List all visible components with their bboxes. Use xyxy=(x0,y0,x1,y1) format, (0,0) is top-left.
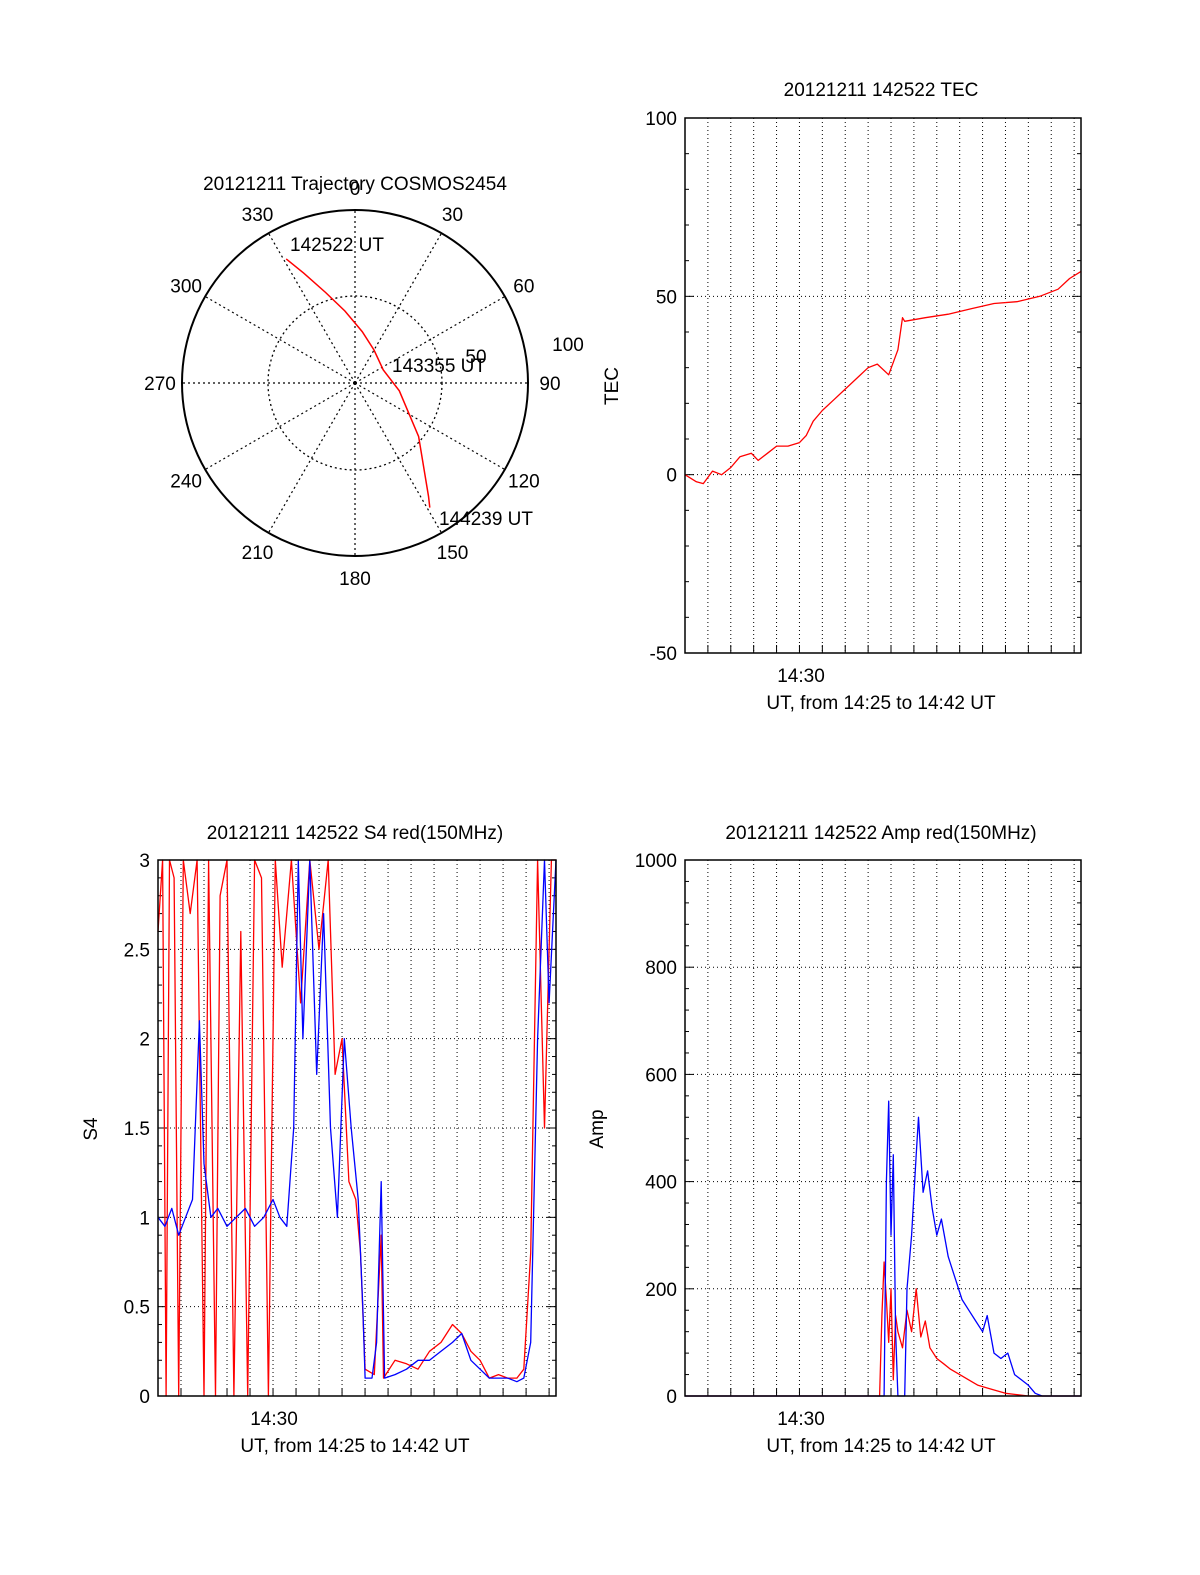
series-line xyxy=(684,270,1082,485)
polar-spoke xyxy=(354,382,506,471)
polar-spoke xyxy=(267,382,356,534)
series-line xyxy=(157,859,556,1397)
polar-spoke xyxy=(354,232,443,384)
polar-spoke xyxy=(204,382,356,471)
y-tick-label: 0.5 xyxy=(124,1298,150,1319)
amp-plot-frame xyxy=(684,859,1082,1397)
tec-grid xyxy=(685,117,1081,654)
tec-series xyxy=(684,270,1082,485)
y-tick-label: 2.5 xyxy=(124,940,150,961)
y-tick-label: 100 xyxy=(645,109,677,130)
s4-panel: 20121211 142522 S4 red(150MHz) S4 UT, fr… xyxy=(81,823,557,1457)
trajectory-start-label: 142522 UT xyxy=(290,235,384,256)
polar-azimuth-label: 330 xyxy=(242,205,274,226)
s4-grid xyxy=(158,859,556,1397)
amp-ytick-labels: 0 200 400 600 800 1000 xyxy=(635,851,677,1408)
y-tick-label: -50 xyxy=(650,644,677,665)
tec-panel: 20121211 142522 TEC TEC UT, from 14:25 t… xyxy=(602,80,1082,714)
trajectory-track xyxy=(285,258,431,508)
y-tick-label: 2 xyxy=(139,1030,150,1051)
polar-azimuth-label: 90 xyxy=(539,374,560,395)
polar-azimuth-labels: 0 30 60 90 120 150 180 210 240 270 300 330 xyxy=(144,179,560,590)
polar-azimuth-label: 180 xyxy=(339,569,371,590)
polar-azimuth-label: 300 xyxy=(170,277,202,298)
y-tick-label: 800 xyxy=(645,958,677,979)
series-line xyxy=(157,859,557,1383)
amp-ylabel: Amp xyxy=(587,1109,608,1148)
polar-spoke xyxy=(354,382,443,534)
series-line xyxy=(685,1100,1081,1397)
series-line xyxy=(685,1261,1081,1397)
tec-xlabel: UT, from 14:25 to 14:42 UT xyxy=(766,693,996,714)
polar-spoke xyxy=(267,232,356,384)
polar-azimuth-label: 60 xyxy=(513,277,534,298)
tec-ylabel: TEC xyxy=(602,367,623,405)
y-tick-label: 400 xyxy=(645,1173,677,1194)
polar-spokes xyxy=(182,210,528,556)
amp-title: 20121211 142522 Amp red(150MHz) xyxy=(725,823,1036,844)
tec-plot-frame xyxy=(684,117,1082,654)
y-tick-label: 50 xyxy=(656,287,677,308)
y-tick-label: 0 xyxy=(139,1387,150,1408)
tec-xtick-label: 14:30 xyxy=(777,666,825,687)
s4-xlabel: UT, from 14:25 to 14:42 UT xyxy=(240,1436,470,1457)
y-tick-label: 1000 xyxy=(635,851,677,872)
y-tick-label: 3 xyxy=(139,851,150,872)
polar-azimuth-label: 240 xyxy=(170,472,202,493)
s4-xtick-label: 14:30 xyxy=(250,1409,298,1430)
s4-plot-frame xyxy=(157,859,557,1397)
trajectory-middle-label: 143355 UT xyxy=(392,356,486,377)
tec-title: 20121211 142522 TEC xyxy=(784,80,979,101)
polar-azimuth-label: 150 xyxy=(437,543,469,564)
s4-series xyxy=(157,859,557,1397)
amp-grid xyxy=(685,859,1081,1397)
polar-spoke xyxy=(204,295,356,384)
polar-panel: 20121211 Trajectory COSMOS2454 0 30 60 90 12… xyxy=(144,174,584,590)
amp-xtick-label: 14:30 xyxy=(777,1409,825,1430)
polar-azimuth-label: 270 xyxy=(144,374,176,395)
y-tick-label: 200 xyxy=(645,1280,677,1301)
amp-series xyxy=(685,1100,1081,1397)
s4-ytick-labels: 0 0.5 1 1.5 2 2.5 3 xyxy=(124,851,150,1408)
s4-title: 20121211 142522 S4 red(150MHz) xyxy=(207,823,503,844)
y-tick-label: 0 xyxy=(666,466,677,487)
trajectory-end-label: 144239 UT xyxy=(439,509,533,530)
amp-xlabel: UT, from 14:25 to 14:42 UT xyxy=(766,1436,996,1457)
y-tick-label: 0 xyxy=(666,1387,677,1408)
tec-ytick-labels: -50 0 50 100 xyxy=(645,109,677,665)
y-tick-label: 600 xyxy=(645,1065,677,1086)
polar-outer-ring xyxy=(181,209,529,557)
y-tick-label: 1.5 xyxy=(124,1119,150,1140)
polar-ring-label-50: 50 xyxy=(465,347,486,368)
y-tick-label: 1 xyxy=(139,1208,150,1229)
polar-azimuth-label: 120 xyxy=(508,472,540,493)
s4-ylabel: S4 xyxy=(81,1117,102,1141)
polar-azimuth-label: 210 xyxy=(242,543,274,564)
polar-ring-label-100: 100 xyxy=(552,335,584,356)
polar-title: 20121211 Trajectory COSMOS2454 xyxy=(203,174,507,195)
amp-panel: 20121211 142522 Amp red(150MHz) Amp UT, … xyxy=(587,823,1082,1457)
polar-spoke xyxy=(354,295,506,384)
polar-azimuth-label: 30 xyxy=(442,205,463,226)
polar-azimuth-label: 0 xyxy=(350,179,361,200)
